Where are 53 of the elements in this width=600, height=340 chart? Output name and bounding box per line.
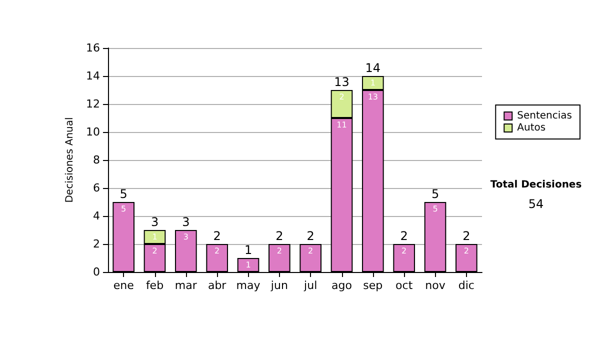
data-label: 2 <box>464 246 469 256</box>
text: 54 <box>528 197 544 211</box>
x-tick-label: ene <box>113 279 134 292</box>
x-tick-label: feb <box>146 279 164 292</box>
data-label: 3 <box>183 232 188 242</box>
data-label: 11 <box>336 120 347 130</box>
data-label: 1 <box>246 260 251 270</box>
y-tick-label: 14 <box>86 70 100 82</box>
x-tick-label: abr <box>208 279 227 292</box>
total-label: 3 <box>182 215 190 229</box>
y-tick-label: 0 <box>93 266 100 278</box>
y-axis-title: Decisiones Anual <box>64 117 76 203</box>
data-label: 5 <box>432 204 438 214</box>
total-label: 5 <box>431 187 440 201</box>
data-label: 2 <box>276 246 282 256</box>
x-tick-label: sep <box>363 279 383 292</box>
y-tick-label: 6 <box>93 182 100 194</box>
total-label: 2 <box>400 229 408 243</box>
x-tick-label: oct <box>396 279 414 292</box>
total-label: 2 <box>306 229 314 243</box>
data-label: 2 <box>402 246 407 256</box>
y-tick-label: 8 <box>93 154 100 166</box>
y-tick-label: 12 <box>86 98 100 110</box>
data-label: 2 <box>339 92 344 102</box>
text: Total Decisiones <box>490 180 582 190</box>
y-tick-label: 10 <box>86 126 100 138</box>
y-tick-label: 4 <box>93 210 100 222</box>
total-label: 5 <box>120 187 128 201</box>
data-label: 2 <box>308 246 314 256</box>
total-label: 14 <box>365 61 381 75</box>
legend-label: Sentencias <box>517 110 572 122</box>
data-label: 1 <box>370 78 376 88</box>
y-tick-label: 2 <box>93 238 100 250</box>
data-label: 2 <box>214 246 220 256</box>
x-tick-label: ago <box>332 279 352 292</box>
y-tick-label: 16 <box>86 42 100 54</box>
x-tick-label: nov <box>425 279 446 292</box>
total-label: 2 <box>462 229 470 243</box>
x-tick-label: mar <box>174 279 198 292</box>
x-tick-label: may <box>236 279 261 292</box>
x-tick-label: dic <box>458 279 474 292</box>
total-label: 3 <box>150 215 159 229</box>
legend-label: Autos <box>517 122 546 134</box>
data-label: 1 <box>152 232 158 242</box>
total-label: 2 <box>276 229 284 243</box>
total-label: 1 <box>244 243 252 257</box>
data-label: 13 <box>368 92 378 102</box>
x-tick-label: jun <box>270 279 288 292</box>
data-label: 5 <box>121 204 126 214</box>
data-label: 2 <box>152 246 158 256</box>
total-label: 2 <box>213 229 221 243</box>
x-tick-label: jul <box>303 279 318 292</box>
total-label: 13 <box>334 75 350 89</box>
